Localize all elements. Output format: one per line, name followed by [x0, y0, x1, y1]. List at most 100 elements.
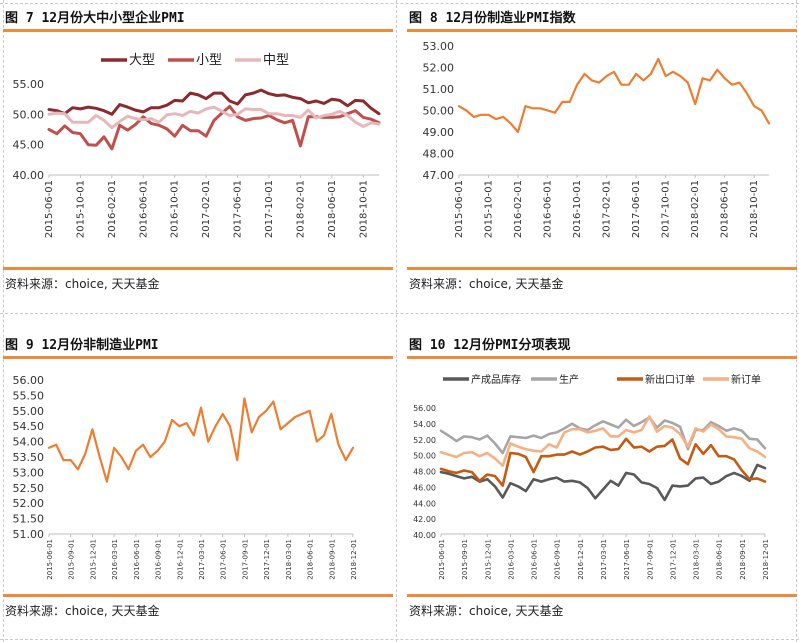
- y-tick-label: 55.00: [13, 78, 45, 91]
- chart-area: 40.00 42.00 44.00 46.00 48.00 50.00 52.00 54.00…: [409, 361, 795, 591]
- x-tick-label: 2016-06-01: [543, 180, 554, 238]
- x-tick-label: 2018-06-01: [307, 539, 315, 580]
- y-tick-label: 55.50: [13, 389, 45, 402]
- x-tick-label: 2018-06-01: [327, 180, 338, 238]
- y-tick-label: 50.00: [413, 452, 436, 461]
- y-tick-label: 49.00: [423, 126, 455, 139]
- accent-bar-top: [3, 29, 393, 32]
- x-tick-label: 2016-10-01: [572, 180, 583, 238]
- x-tick-label: 2018-10-01: [749, 180, 760, 238]
- x-tick-label: 2016-03-01: [507, 539, 515, 580]
- x-tick-label: 2016-12-01: [577, 539, 585, 580]
- y-tick-label: 56.00: [413, 404, 436, 413]
- x-tick-label: 2017-06-01: [623, 539, 631, 580]
- divider-center: [0, 313, 799, 314]
- y-tick-label: 51.50: [13, 513, 45, 526]
- panel-manufacturing-pmi: 图 8 12月份制造业PMI指数 47.00 48.00 49.00 50.00 51.…: [407, 3, 797, 315]
- x-tick-label: 2018-06-01: [720, 180, 731, 238]
- legend-label: 大型: [129, 53, 155, 68]
- x-tick-label: 2017-12-01: [263, 539, 271, 580]
- x-tick-label: 2017-06-01: [220, 539, 228, 580]
- x-tick-label: 2017-03-01: [198, 539, 206, 580]
- panel-pmi-components: 图 10 12月份PMI分项表现 40.00 42.00 44.00 46.00 48.…: [407, 330, 797, 642]
- y-tick-label: 48.00: [413, 468, 436, 477]
- x-tick-label: 2017-10-01: [264, 180, 275, 238]
- x-tick-label: 2017-06-01: [233, 180, 244, 238]
- series-line-1: [47, 397, 355, 483]
- y-tick-label: 53.00: [13, 466, 45, 479]
- y-tick-label: 53.00: [423, 40, 455, 53]
- legend-label: 新订单: [731, 373, 761, 386]
- panel-title: 图 8 12月份制造业PMI指数: [409, 11, 576, 26]
- y-tick-label: 52.00: [13, 497, 45, 510]
- line-chart: 40.00 42.00 44.00 46.00 48.00 50.00 52.00 54.00…: [413, 373, 770, 580]
- x-tick-label: 2016-09-01: [554, 539, 562, 580]
- x-tick-label: 2017-12-01: [669, 539, 677, 580]
- legend-label: 生产: [559, 373, 579, 386]
- y-tick-label: 56.00: [13, 374, 45, 387]
- x-tick-label: 2016-03-01: [111, 539, 119, 580]
- y-tick-label: 48.00: [423, 148, 455, 161]
- y-tick-label: 42.00: [413, 515, 436, 524]
- x-tick-label: 2016-12-01: [176, 539, 184, 580]
- accent-bar-bottom: [3, 594, 393, 597]
- x-tick-label: 2018-02-01: [690, 180, 701, 238]
- legend-label: 新出口订单: [645, 373, 695, 386]
- series-line-1: [439, 463, 767, 502]
- x-tick-label: 2018-06-01: [716, 539, 724, 580]
- x-tick-label: 2017-10-01: [661, 180, 672, 238]
- chart-area: 47.00 48.00 49.00 50.00 51.00 52.00 53.00 2015-…: [409, 34, 795, 264]
- legend-label: 小型: [196, 53, 222, 68]
- x-tick-label: 2016-06-01: [133, 539, 141, 580]
- y-tick-label: 51.00: [423, 83, 455, 96]
- x-tick-label: 2015-12-01: [484, 539, 492, 580]
- x-tick-label: 2015-09-01: [68, 539, 76, 580]
- source-note: 资料来源：choice, 天天基金: [409, 277, 564, 291]
- x-tick-label: 2018-12-01: [762, 539, 770, 580]
- y-tick-label: 47.00: [423, 169, 455, 182]
- series-line-1: [47, 88, 381, 116]
- line-chart: 47.00 48.00 49.00 50.00 51.00 52.00 53.00 2015-…: [423, 40, 771, 238]
- divider-left: [3, 0, 4, 642]
- y-tick-label: 45.00: [13, 139, 45, 152]
- panel-title: 图 7 12月份大中小型企业PMI: [5, 11, 185, 26]
- y-tick-label: 46.00: [413, 483, 436, 492]
- y-tick-label: 44.00: [413, 499, 436, 508]
- x-tick-label: 2015-12-01: [89, 539, 97, 580]
- source-note: 资料来源：choice, 天天基金: [5, 604, 160, 618]
- y-tick-label: 51.00: [13, 528, 45, 541]
- series-line-2: [47, 104, 381, 151]
- x-tick-label: 2015-06-01: [438, 539, 446, 580]
- y-tick-label: 53.50: [13, 451, 45, 464]
- panel-non-manufacturing-pmi: 图 9 12月份非制造业PMI 51.00 51.50 52.00 52.50 53.0…: [3, 330, 393, 642]
- panel-title: 图 9 12月份非制造业PMI: [5, 338, 159, 353]
- x-tick-label: 2017-02-01: [602, 180, 613, 238]
- divider-bottom: [0, 639, 799, 640]
- x-tick-label: 2018-09-01: [739, 539, 747, 580]
- divider-middle: [396, 0, 397, 642]
- x-tick-label: 2018-09-01: [328, 539, 336, 580]
- x-tick-label: 2015-10-01: [75, 180, 86, 238]
- panel-title: 图 10 12月份PMI分项表现: [409, 338, 571, 353]
- y-tick-label: 40.00: [413, 531, 436, 540]
- x-tick-label: 2015-09-01: [461, 539, 469, 580]
- x-tick-label: 2015-06-01: [44, 180, 55, 238]
- x-tick-label: 2015-06-01: [46, 539, 54, 580]
- series-line-4: [439, 415, 767, 467]
- accent-bar-bottom: [407, 267, 797, 270]
- series-line-3: [47, 105, 381, 130]
- x-tick-label: 2018-10-01: [358, 180, 369, 238]
- x-tick-label: 2017-02-01: [201, 180, 212, 238]
- source-note: 资料来源：choice, 天天基金: [5, 277, 160, 291]
- x-tick-label: 2017-03-01: [600, 539, 608, 580]
- x-tick-label: 2016-02-01: [107, 180, 118, 238]
- x-tick-label: 2018-02-01: [295, 180, 306, 238]
- chart-area: 40.00 45.00 50.00 55.00 2015-06-01 2015-10-01…: [5, 34, 391, 264]
- x-tick-label: 2018-03-01: [693, 539, 701, 580]
- divider-top: [0, 3, 799, 4]
- panel-sme-pmi: 图 7 12月份大中小型企业PMI 40.00 45.00 50.00 55.00 20…: [3, 3, 393, 315]
- series-line-2: [439, 415, 767, 455]
- series-line-3: [439, 437, 767, 487]
- series-line-1: [457, 57, 771, 134]
- y-tick-label: 50.00: [423, 105, 455, 118]
